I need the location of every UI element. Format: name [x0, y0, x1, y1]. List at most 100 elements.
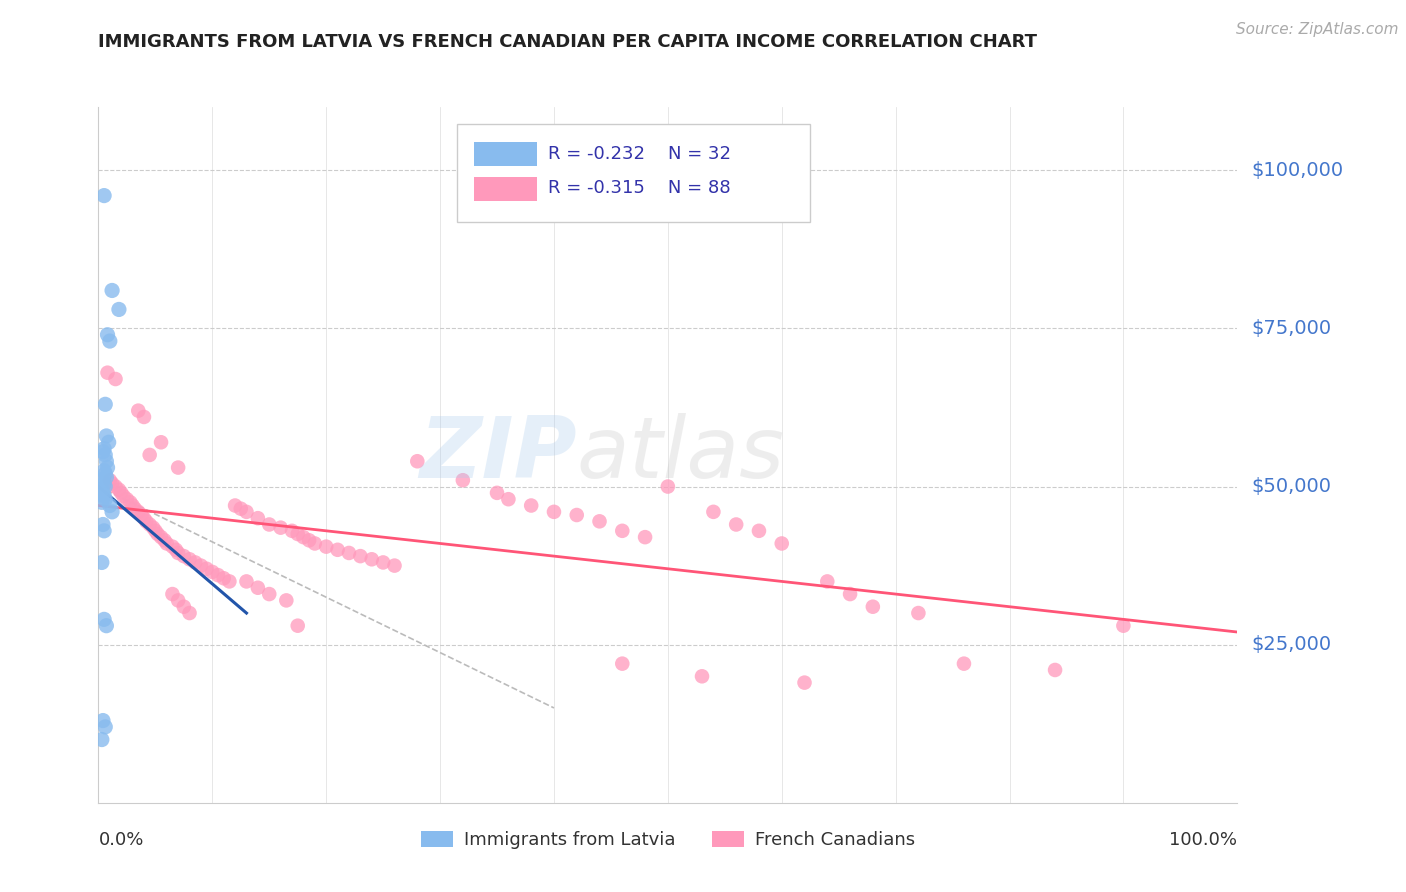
Point: [132, 409, 155, 424]
Point: [360, 552, 382, 566]
Text: atlas: atlas: [576, 413, 785, 497]
Point: [98, 334, 121, 348]
Point: [657, 479, 679, 493]
Point: [115, 492, 138, 507]
Point: [90, 483, 112, 497]
Bar: [474, 142, 537, 166]
Point: [451, 473, 474, 487]
Point: [93, 476, 115, 491]
Point: [702, 505, 724, 519]
Point: [156, 536, 179, 550]
Point: [153, 533, 176, 548]
Point: [94, 397, 117, 411]
Text: R = -0.232    N = 32: R = -0.232 N = 32: [548, 145, 731, 162]
Text: Source: ZipAtlas.com: Source: ZipAtlas.com: [1236, 22, 1399, 37]
Point: [90, 495, 112, 509]
Point: [195, 562, 218, 576]
Point: [162, 540, 184, 554]
Point: [96, 327, 118, 342]
Point: [190, 558, 212, 573]
Point: [96, 429, 118, 443]
Point: [94, 492, 117, 507]
Point: [384, 558, 406, 573]
Point: [953, 657, 976, 671]
Point: [93, 188, 115, 202]
Point: [93, 442, 115, 456]
Point: [287, 618, 309, 632]
Text: $50,000: $50,000: [1251, 477, 1331, 496]
Point: [690, 669, 713, 683]
Point: [212, 571, 235, 585]
Point: [543, 505, 565, 519]
Point: [101, 284, 124, 298]
Point: [498, 492, 520, 507]
Point: [235, 574, 257, 589]
Point: [612, 524, 634, 538]
Text: 100.0%: 100.0%: [1170, 830, 1237, 848]
Point: [96, 454, 118, 468]
Point: [108, 302, 131, 317]
Point: [135, 514, 157, 528]
Point: [104, 479, 127, 493]
Point: [142, 521, 165, 535]
Point: [162, 587, 184, 601]
Point: [184, 556, 207, 570]
Point: [173, 549, 195, 563]
Text: IMMIGRANTS FROM LATVIA VS FRENCH CANADIAN PER CAPITA INCOME CORRELATION CHART: IMMIGRANTS FROM LATVIA VS FRENCH CANADIA…: [98, 33, 1038, 52]
Point: [127, 403, 149, 417]
Point: [207, 568, 229, 582]
Point: [371, 556, 394, 570]
Point: [270, 521, 292, 535]
Point: [276, 593, 298, 607]
Point: [167, 460, 190, 475]
Point: [337, 546, 360, 560]
Point: [108, 483, 131, 497]
Point: [90, 732, 112, 747]
Point: [94, 448, 117, 462]
Point: [588, 514, 610, 528]
Point: [112, 489, 135, 503]
Point: [101, 476, 124, 491]
Point: [97, 435, 120, 450]
Point: [93, 524, 115, 538]
Point: [298, 533, 321, 548]
Point: [101, 505, 124, 519]
Point: [90, 556, 112, 570]
Point: [287, 527, 309, 541]
Point: [120, 495, 142, 509]
Point: [770, 536, 793, 550]
Point: [91, 444, 114, 458]
Point: [862, 599, 884, 614]
Point: [1112, 618, 1135, 632]
Point: [127, 505, 149, 519]
Text: R = -0.315    N = 88: R = -0.315 N = 88: [548, 179, 731, 197]
Point: [124, 501, 146, 516]
Point: [150, 530, 173, 544]
Point: [91, 486, 114, 500]
Point: [218, 574, 240, 589]
Legend: Immigrants from Latvia, French Canadians: Immigrants from Latvia, French Canadians: [413, 823, 922, 856]
Text: ZIP: ZIP: [419, 413, 576, 497]
Point: [94, 479, 117, 493]
FancyBboxPatch shape: [457, 124, 810, 222]
Point: [292, 530, 315, 544]
Point: [907, 606, 929, 620]
Point: [748, 524, 770, 538]
Point: [259, 517, 281, 532]
Point: [91, 714, 114, 728]
Point: [121, 499, 143, 513]
Point: [91, 473, 114, 487]
Text: $100,000: $100,000: [1251, 161, 1343, 180]
Point: [179, 552, 201, 566]
Point: [165, 542, 187, 557]
Point: [91, 517, 114, 532]
Point: [138, 448, 160, 462]
Text: 0.0%: 0.0%: [98, 830, 143, 848]
Point: [98, 499, 121, 513]
Point: [167, 546, 190, 560]
Point: [1043, 663, 1066, 677]
Point: [349, 549, 371, 563]
Point: [93, 612, 115, 626]
Point: [612, 657, 634, 671]
Point: [315, 540, 337, 554]
